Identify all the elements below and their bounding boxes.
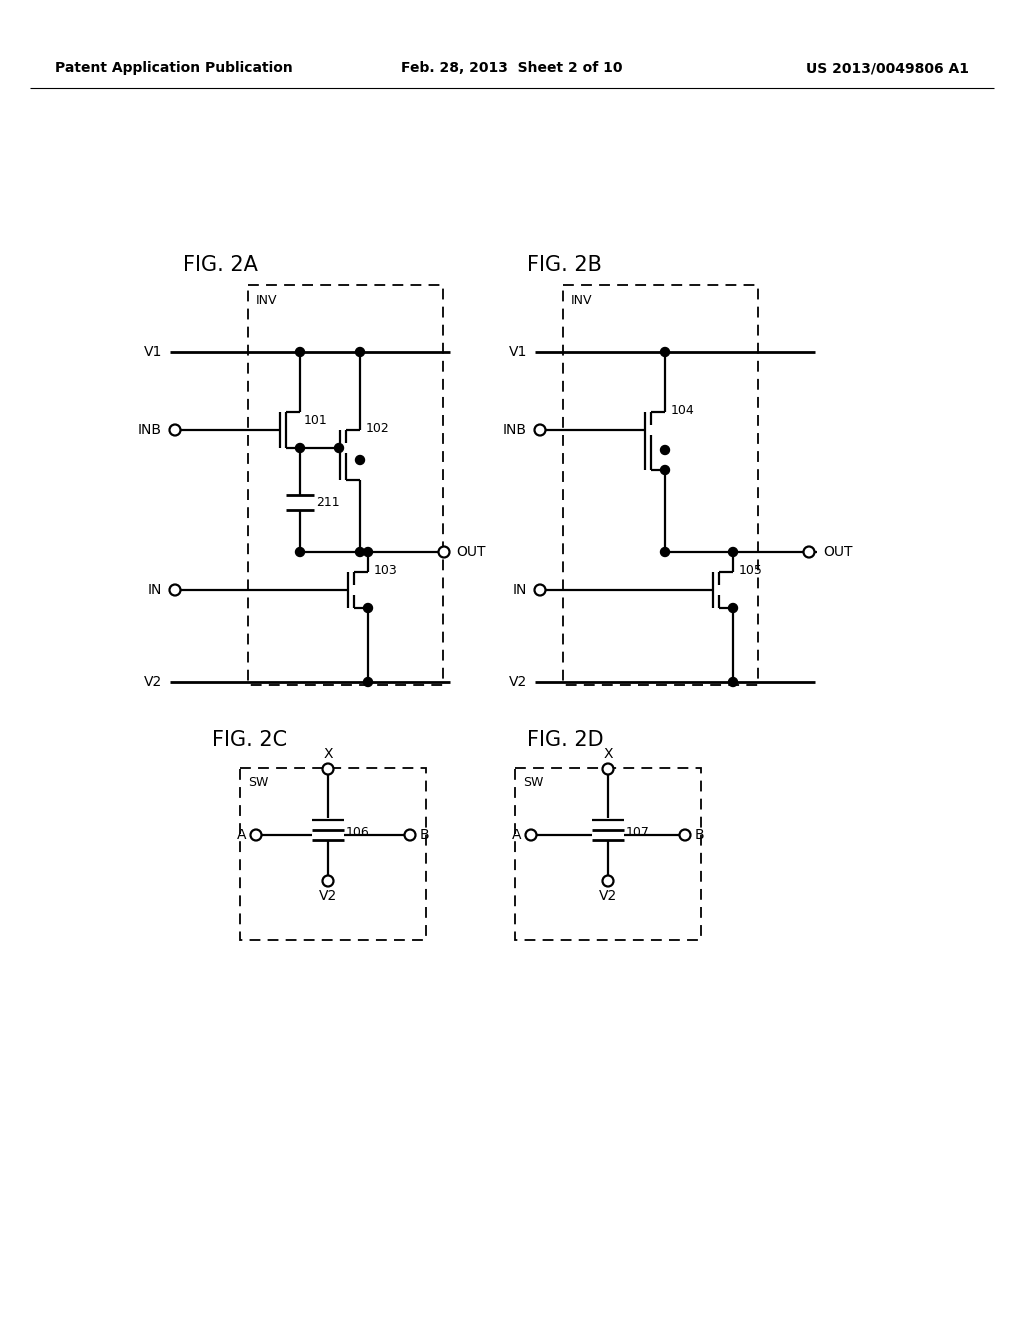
- Text: B: B: [420, 828, 430, 842]
- Text: 107: 107: [626, 825, 650, 838]
- Bar: [563, 285, 758, 685]
- Circle shape: [323, 763, 334, 775]
- Text: 106: 106: [346, 825, 370, 838]
- Text: IN: IN: [513, 583, 527, 597]
- Text: V2: V2: [143, 675, 162, 689]
- Circle shape: [404, 829, 416, 841]
- Text: IN: IN: [147, 583, 162, 597]
- Circle shape: [170, 425, 180, 436]
- Circle shape: [364, 548, 373, 557]
- Circle shape: [535, 585, 546, 595]
- Circle shape: [728, 677, 737, 686]
- Circle shape: [535, 425, 546, 436]
- Text: OUT: OUT: [823, 545, 853, 558]
- Text: V2: V2: [509, 675, 527, 689]
- Circle shape: [660, 466, 670, 474]
- Circle shape: [296, 548, 304, 557]
- Circle shape: [728, 548, 737, 557]
- Circle shape: [364, 603, 373, 612]
- Circle shape: [660, 548, 670, 557]
- Text: FIG. 2B: FIG. 2B: [527, 255, 602, 275]
- Circle shape: [728, 603, 737, 612]
- Text: INV: INV: [256, 293, 278, 306]
- Text: X: X: [603, 747, 612, 762]
- Text: 104: 104: [671, 404, 694, 417]
- Text: FIG. 2C: FIG. 2C: [212, 730, 287, 750]
- Circle shape: [602, 875, 613, 887]
- Text: 103: 103: [374, 564, 397, 577]
- Circle shape: [364, 677, 373, 686]
- Text: US 2013/0049806 A1: US 2013/0049806 A1: [806, 61, 969, 75]
- Circle shape: [804, 546, 814, 557]
- Circle shape: [660, 446, 670, 454]
- Text: V2: V2: [318, 888, 337, 903]
- Text: FIG. 2D: FIG. 2D: [527, 730, 603, 750]
- Text: 211: 211: [316, 495, 340, 508]
- Circle shape: [323, 875, 334, 887]
- Circle shape: [355, 347, 365, 356]
- Text: INB: INB: [503, 422, 527, 437]
- Circle shape: [170, 585, 180, 595]
- Text: A: A: [237, 828, 246, 842]
- Circle shape: [355, 455, 365, 465]
- Text: A: A: [512, 828, 521, 842]
- Circle shape: [438, 546, 450, 557]
- Circle shape: [680, 829, 690, 841]
- Text: Patent Application Publication: Patent Application Publication: [55, 61, 293, 75]
- Text: V1: V1: [143, 345, 162, 359]
- Text: X: X: [324, 747, 333, 762]
- Text: Feb. 28, 2013  Sheet 2 of 10: Feb. 28, 2013 Sheet 2 of 10: [401, 61, 623, 75]
- Text: V1: V1: [509, 345, 527, 359]
- Bar: [248, 285, 443, 685]
- Circle shape: [660, 347, 670, 356]
- Text: SW: SW: [523, 776, 544, 789]
- Text: 105: 105: [739, 564, 763, 577]
- Text: 102: 102: [366, 421, 390, 434]
- Bar: [515, 768, 701, 940]
- Circle shape: [296, 444, 304, 453]
- Circle shape: [335, 444, 343, 453]
- Text: INV: INV: [571, 293, 593, 306]
- Text: INB: INB: [138, 422, 162, 437]
- Text: OUT: OUT: [456, 545, 485, 558]
- Text: B: B: [695, 828, 705, 842]
- Text: SW: SW: [248, 776, 268, 789]
- Circle shape: [296, 347, 304, 356]
- Text: 101: 101: [304, 413, 328, 426]
- Circle shape: [525, 829, 537, 841]
- Text: FIG. 2A: FIG. 2A: [183, 255, 258, 275]
- Circle shape: [355, 548, 365, 557]
- Circle shape: [251, 829, 261, 841]
- Text: V2: V2: [599, 888, 617, 903]
- Bar: [240, 768, 426, 940]
- Circle shape: [602, 763, 613, 775]
